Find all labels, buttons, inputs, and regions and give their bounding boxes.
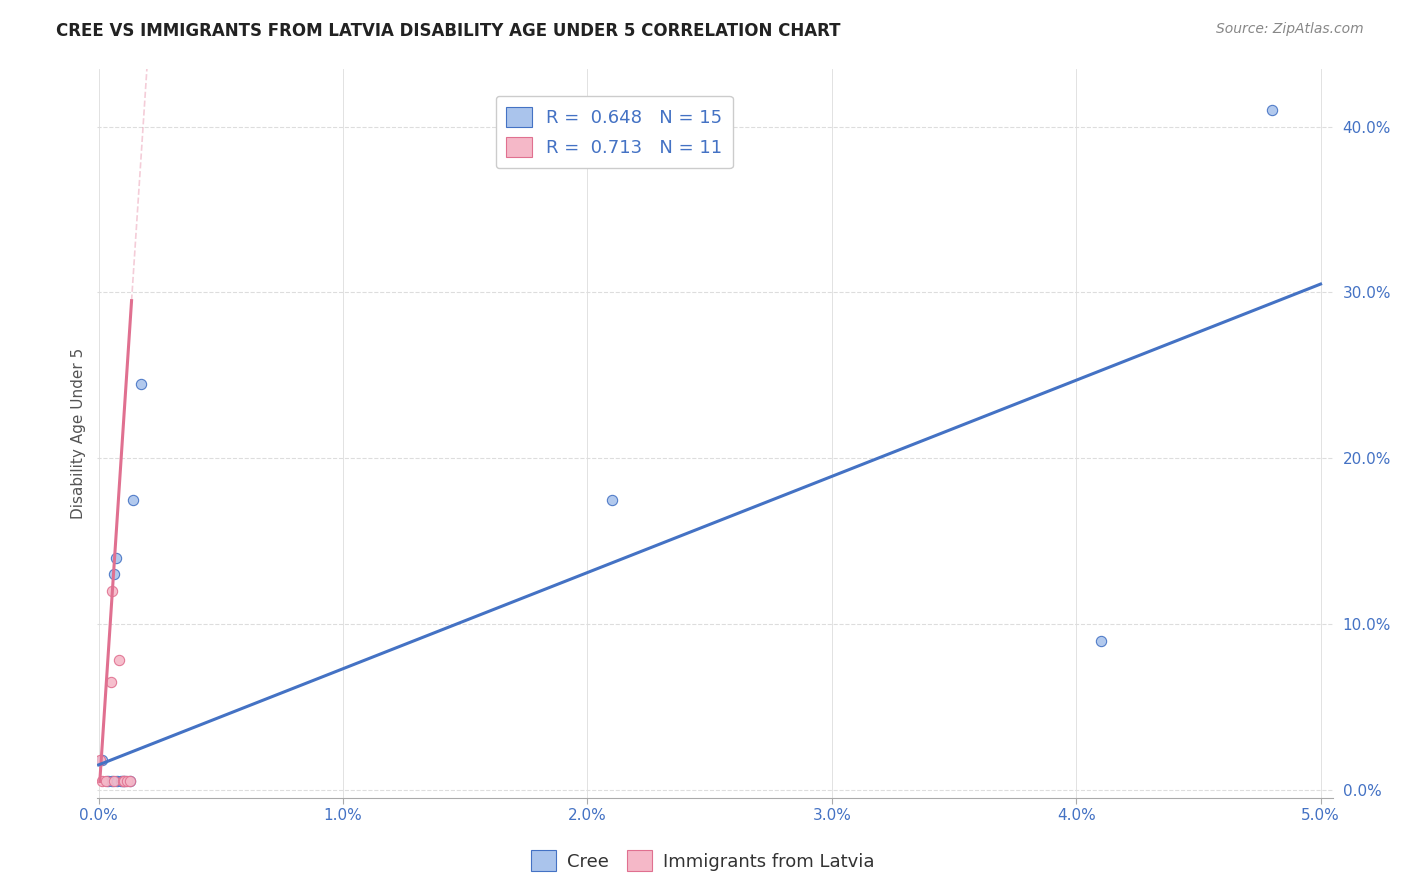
- Point: [120, 774, 142, 789]
- Point: [105, 774, 128, 789]
- Point: [100, 675, 122, 690]
- Point: [121, 492, 143, 507]
- Point: [101, 583, 124, 598]
- Point: [97, 774, 120, 789]
- Point: [600, 492, 623, 507]
- Point: [111, 774, 134, 789]
- Legend: Cree, Immigrants from Latvia: Cree, Immigrants from Latvia: [524, 843, 882, 879]
- Point: [91, 753, 114, 767]
- Point: [114, 774, 136, 789]
- Point: [103, 567, 125, 582]
- Text: Source: ZipAtlas.com: Source: ZipAtlas.com: [1216, 22, 1364, 37]
- Point: [110, 774, 132, 789]
- Point: [108, 653, 131, 667]
- Point: [112, 774, 135, 789]
- Point: [89, 753, 111, 767]
- Point: [101, 774, 124, 789]
- Point: [103, 774, 125, 789]
- Y-axis label: Disability Age Under 5: Disability Age Under 5: [72, 348, 86, 519]
- Point: [111, 774, 134, 789]
- Point: [120, 774, 142, 789]
- Point: [104, 550, 127, 565]
- Legend: R =  0.648   N = 15, R =  0.713   N = 11: R = 0.648 N = 15, R = 0.713 N = 11: [495, 95, 733, 169]
- Point: [94, 774, 117, 789]
- Point: [131, 376, 153, 391]
- Text: CREE VS IMMIGRANTS FROM LATVIA DISABILITY AGE UNDER 5 CORRELATION CHART: CREE VS IMMIGRANTS FROM LATVIA DISABILIT…: [56, 22, 841, 40]
- Point: [91, 774, 114, 789]
- Point: [1260, 103, 1282, 117]
- Point: [1090, 633, 1112, 648]
- Point: [115, 774, 138, 789]
